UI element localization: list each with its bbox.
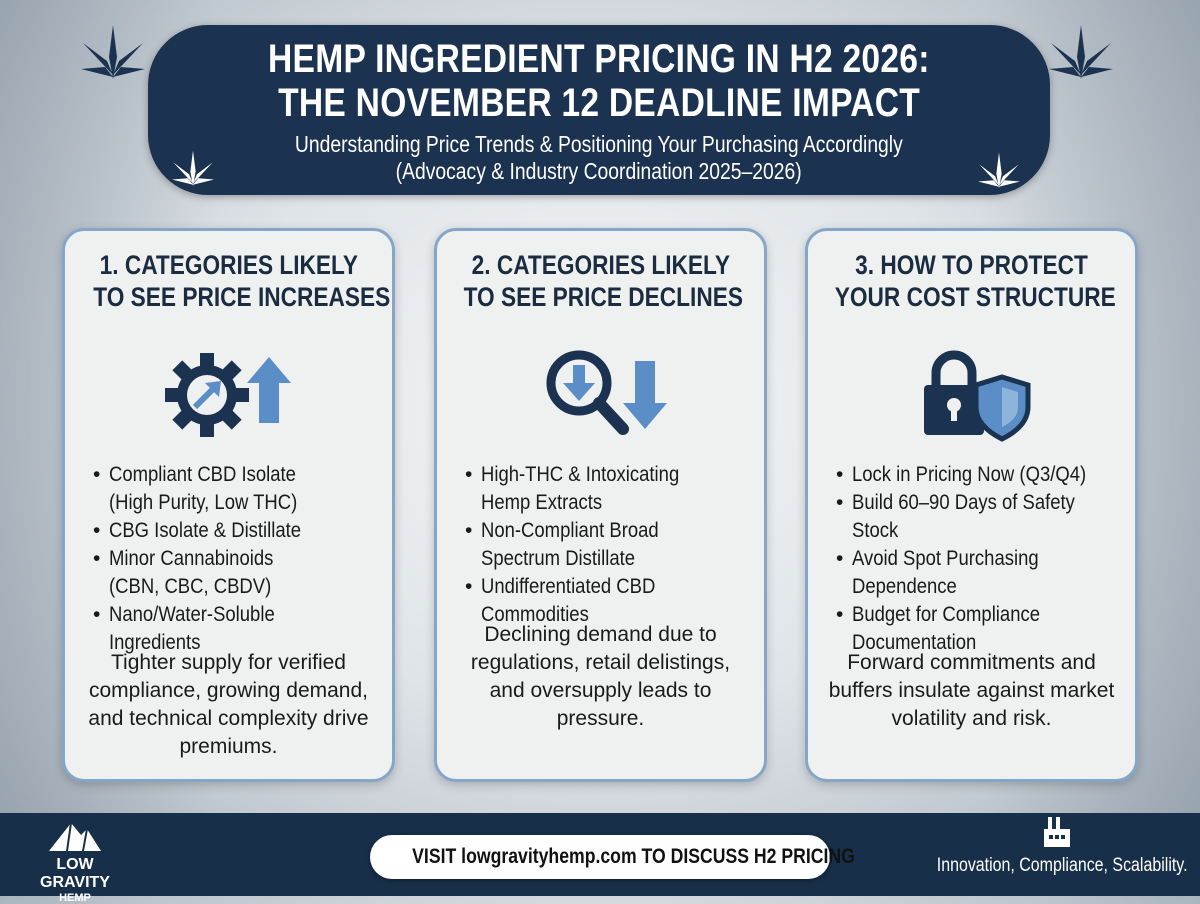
- lock-shield-icon: [808, 333, 1135, 453]
- tagline: Innovation, Compliance, Scalability.: [937, 855, 1188, 876]
- logo-text: LOW GRAVITY: [40, 856, 110, 891]
- card-title: YOUR COST STRUCTURE: [834, 282, 1116, 312]
- subtitle-line-2: (Advocacy & Industry Coordination 2025–2…: [396, 158, 802, 184]
- card-title: TO SEE PRICE DECLINES: [463, 282, 743, 312]
- hemp-leaf-icon: [81, 25, 145, 79]
- title-line-1: HEMP INGREDIENT PRICING IN H2 2026:: [268, 37, 930, 81]
- card-note: Tighter supply for verified compliance, …: [88, 651, 369, 758]
- list-item: Lock in Pricing Now (Q3/Q4): [836, 461, 1135, 489]
- mountain-logo-icon: [49, 822, 101, 852]
- list-item: Minor Cannabinoids(CBN, CBC, CBDV): [93, 545, 392, 601]
- hemp-leaf-icon: [1049, 25, 1113, 79]
- hemp-leaf-icon: [171, 150, 215, 187]
- title-line-2: THE NOVEMBER 12 DEADLINE IMPACT: [278, 81, 920, 125]
- card-title: 1. CATEGORIES LIKELY: [99, 250, 358, 280]
- list-item: CBG Isolate & Distillate: [93, 517, 392, 545]
- logo: LOW GRAVITY HEMP: [20, 821, 130, 904]
- subtitle-line-1: Understanding Price Trends & Positioning…: [295, 131, 903, 157]
- card-title: 3. HOW TO PROTECT: [855, 250, 1088, 280]
- card-title: TO SEE PRICE INCREASES: [93, 282, 391, 312]
- hemp-leaf-icon: [977, 152, 1021, 189]
- card-price-increases: 1. CATEGORIES LIKELY TO SEE PRICE INCREAS…: [62, 228, 395, 782]
- footer: LOW GRAVITY HEMP VISIT lowgravityhemp.co…: [0, 813, 1200, 904]
- logo-subtext: HEMP: [59, 892, 91, 904]
- bullet-list: Lock in Pricing Now (Q3/Q4) Build 60–90 …: [836, 461, 1135, 657]
- card-price-declines: 2. CATEGORIES LIKELY TO SEE PRICE DECLINE…: [434, 228, 767, 782]
- magnifier-arrow-down-icon: [437, 333, 764, 453]
- card-note: Forward commitments and buffers insulate…: [828, 651, 1115, 730]
- gear-arrow-up-icon: [65, 333, 392, 453]
- card-note: Declining demand due to regulations, ret…: [470, 623, 731, 730]
- factory-icon: [1044, 817, 1070, 847]
- bullet-list: Compliant CBD Isolate(High Purity, Low T…: [93, 461, 392, 657]
- title-banner: HEMP INGREDIENT PRICING IN H2 2026: THE …: [148, 25, 1050, 195]
- list-item: Compliant CBD Isolate(High Purity, Low T…: [93, 461, 392, 517]
- visit-website-button[interactable]: VISIT lowgravityhemp.com TO DISCUSS H2 P…: [370, 835, 855, 879]
- card-title: 2. CATEGORIES LIKELY: [471, 250, 730, 280]
